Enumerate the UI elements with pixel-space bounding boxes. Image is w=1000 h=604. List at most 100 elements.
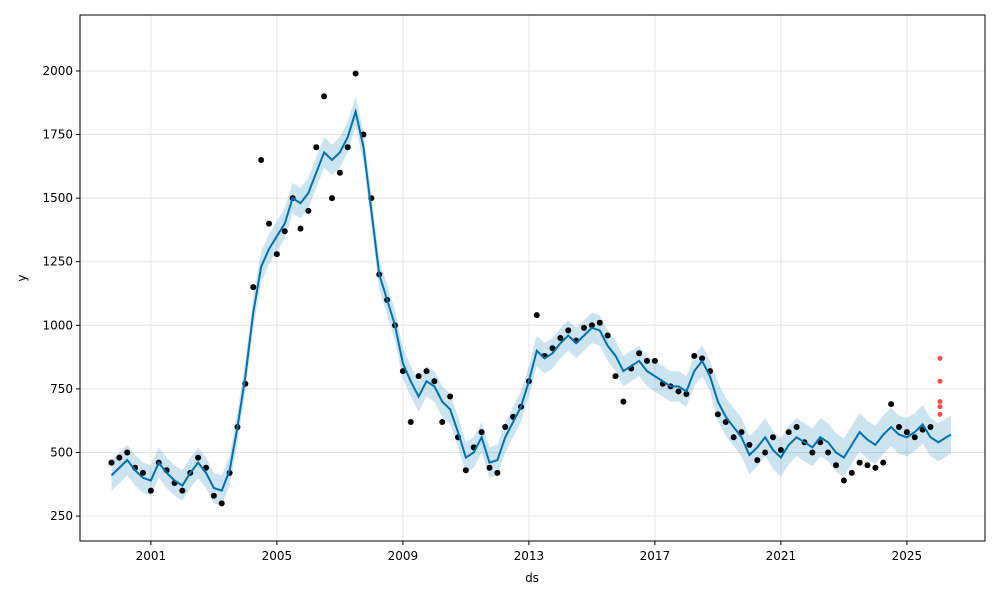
observed-point [352, 70, 359, 77]
observed-point [604, 332, 611, 339]
observed-point [210, 492, 217, 499]
y-tick-label: 1500 [42, 191, 73, 205]
observed-point [903, 429, 910, 436]
x-tick-label: 2009 [388, 549, 419, 563]
observed-point [281, 228, 288, 235]
observed-point [407, 418, 414, 425]
x-tick-label: 2021 [766, 549, 797, 563]
observed-point [872, 464, 879, 471]
observed-point [313, 144, 320, 151]
observed-point [329, 195, 336, 202]
recent-point [937, 411, 943, 417]
observed-point [423, 368, 430, 375]
observed-point [439, 418, 446, 425]
observed-point [888, 401, 895, 408]
y-axis-label: y [15, 274, 29, 281]
x-tick-label: 2025 [892, 549, 923, 563]
observed-point [746, 441, 753, 448]
observed-point [762, 449, 769, 456]
x-tick-label: 2017 [640, 549, 671, 563]
x-tick-label: 2013 [514, 549, 545, 563]
observed-point [147, 487, 154, 494]
x-tick-label: 2005 [262, 549, 293, 563]
forecast-line [110, 107, 952, 492]
observed-point [833, 462, 840, 469]
observed-point [620, 398, 627, 405]
observed-point [683, 390, 690, 397]
observed-point [581, 324, 588, 331]
observed-point [195, 454, 202, 461]
observed-point [502, 424, 509, 431]
observed-point [880, 459, 887, 466]
observed-point [218, 500, 225, 507]
observed-point [258, 156, 265, 163]
observed-point [848, 469, 855, 476]
observed-point [896, 424, 903, 431]
observed-point [486, 464, 493, 471]
observed-point [785, 429, 792, 436]
observed-point [494, 469, 501, 476]
observed-point [273, 251, 280, 258]
observed-point [864, 462, 871, 469]
observed-point [203, 464, 210, 471]
observed-point [777, 446, 784, 453]
recent-point [937, 355, 943, 361]
x-tick-label: 2001 [136, 549, 167, 563]
observed-point [636, 350, 643, 357]
observed-point [754, 457, 761, 464]
observed-point [793, 424, 800, 431]
observed-point [691, 352, 698, 359]
observed-point [714, 411, 721, 418]
observed-point [825, 449, 832, 456]
observed-point [557, 335, 564, 342]
observed-point [297, 225, 304, 232]
recent-point [937, 404, 943, 410]
observed-point [549, 345, 556, 352]
observed-point [565, 327, 572, 334]
recent-point [937, 378, 943, 384]
plot-frame [79, 14, 986, 542]
observed-point [911, 434, 918, 441]
y-tick-label: 250 [50, 509, 73, 523]
observed-point [305, 207, 312, 214]
observed-point [116, 454, 123, 461]
observed-point [856, 459, 863, 466]
observed-point [840, 477, 847, 484]
observed-point [431, 378, 438, 385]
observed-point [596, 319, 603, 326]
observed-point [462, 467, 469, 474]
y-tick-label: 1000 [42, 318, 73, 332]
x-axis-label: ds [525, 571, 539, 585]
y-tick-label: 2000 [42, 64, 73, 78]
observed-point [321, 93, 328, 100]
observed-point [415, 373, 422, 380]
observed-point [447, 393, 454, 400]
observed-point [927, 424, 934, 431]
recent-point [937, 399, 943, 405]
observed-point [250, 284, 257, 291]
y-tick-label: 1750 [42, 128, 73, 142]
observed-point [722, 418, 729, 425]
observed-point [651, 357, 658, 364]
observed-point [770, 434, 777, 441]
observed-point [738, 429, 745, 436]
observed-point [399, 368, 406, 375]
observed-point [336, 169, 343, 176]
observed-point [124, 449, 131, 456]
observed-point [344, 144, 351, 151]
observed-point [478, 429, 485, 436]
observed-point [140, 469, 147, 476]
observed-point [266, 220, 273, 227]
y-tick-label: 1250 [42, 255, 73, 269]
observed-point [588, 322, 595, 329]
observed-point [108, 459, 115, 466]
y-tick-label: 500 [50, 445, 73, 459]
observed-point [644, 357, 651, 364]
observed-point [179, 487, 186, 494]
observed-point [809, 449, 816, 456]
y-tick-label: 750 [50, 382, 73, 396]
observed-point [675, 388, 682, 395]
observed-point [730, 434, 737, 441]
